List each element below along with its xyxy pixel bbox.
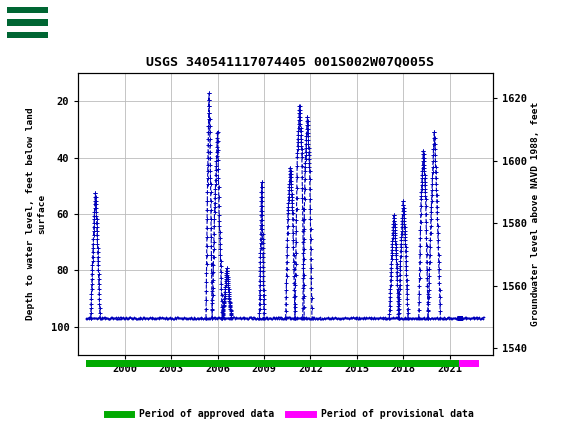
Bar [7, 7, 48, 13]
Bar [459, 359, 479, 367]
Text: USGS 340541117074405 001S002W07Q005S: USGS 340541117074405 001S002W07Q005S [146, 56, 434, 69]
Text: USGS: USGS [55, 14, 102, 29]
Y-axis label: Groundwater level above NAVD 1988, feet: Groundwater level above NAVD 1988, feet [531, 102, 540, 326]
Bar [7, 19, 48, 26]
Y-axis label: Depth to water level, feet below land
surface: Depth to water level, feet below land su… [26, 108, 46, 320]
Bar [7, 32, 48, 38]
Legend: Period of approved data, Period of provisional data: Period of approved data, Period of provi… [103, 405, 477, 423]
Bar [7, 7, 48, 38]
Bar [86, 359, 467, 367]
